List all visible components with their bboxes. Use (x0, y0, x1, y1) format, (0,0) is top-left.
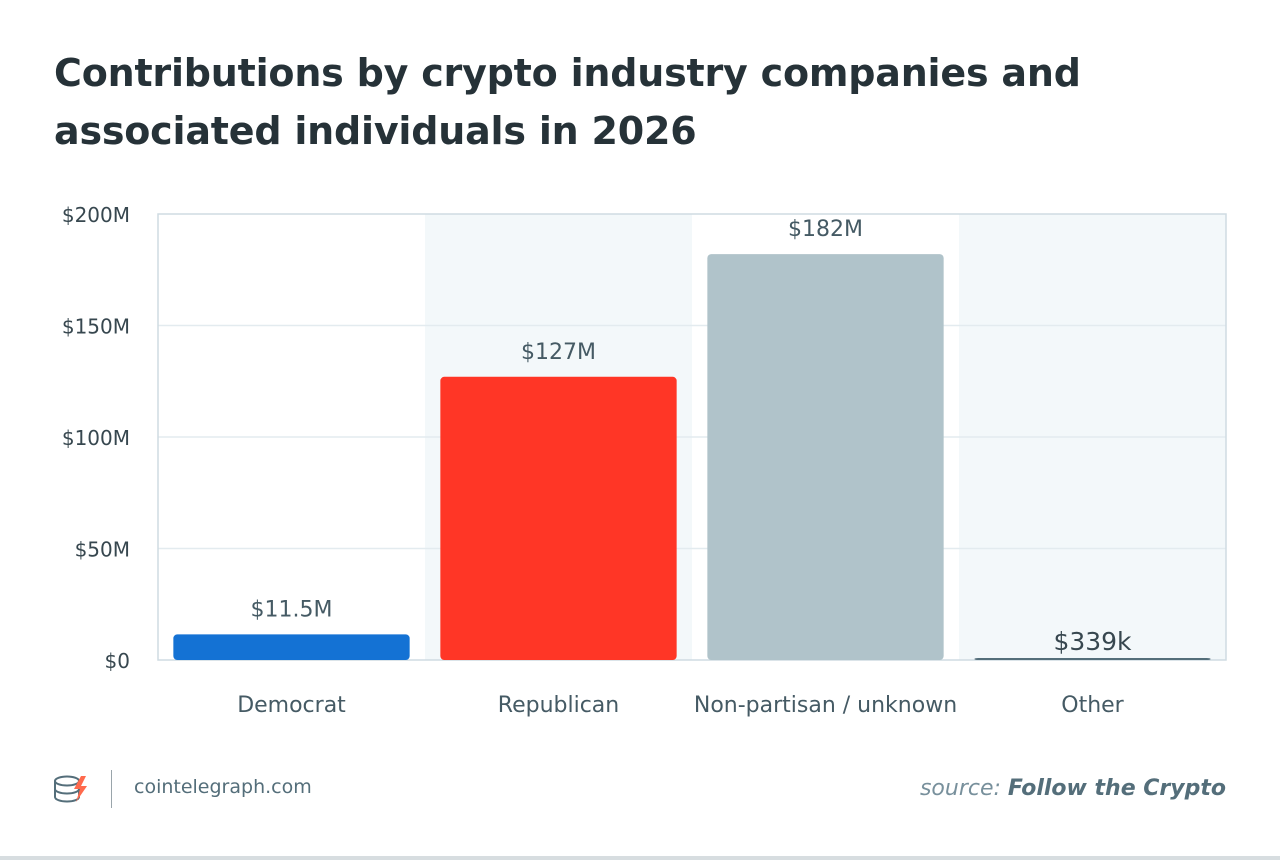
footer-site-name: cointelegraph.com (134, 776, 312, 798)
data-label: $182M (788, 217, 863, 242)
footer-source: source: Follow the Crypto (920, 776, 1226, 801)
bars (173, 254, 1211, 660)
x-tick-label: Non-partisan / unknown (694, 693, 957, 718)
y-tick-label: $200M (62, 203, 130, 227)
bar-democrat (173, 634, 410, 660)
data-labels: $11.5M $127M $182M $339k (251, 217, 1133, 656)
data-label: $127M (521, 340, 596, 365)
y-tick-label: $150M (62, 315, 130, 339)
bar-chart: $11.5M $127M $182M $339k $0 $50M $100M $150M $2… (62, 203, 1227, 718)
bar-other (974, 658, 1211, 660)
plot-frame (157, 213, 1227, 661)
bar-non-partisan-unknown (707, 254, 944, 660)
x-axis-ticks: Democrat Republican Non-partisan / unknown… (237, 693, 1124, 718)
y-tick-label: $50M (75, 538, 130, 562)
chart-title: Contributions by crypto industry compani… (54, 51, 1081, 153)
cointelegraph-logo-icon (54, 775, 87, 803)
source-prefix: source: (919, 776, 1008, 801)
data-label: $339k (1053, 627, 1132, 656)
y-tick-label: $0 (105, 649, 130, 673)
bar-republican (440, 376, 677, 660)
y-axis-ticks: $0 $50M $100M $150M $200M (62, 203, 130, 673)
x-tick-label: Other (1061, 693, 1124, 718)
x-tick-label: Republican (498, 693, 619, 718)
footer-divider (111, 770, 112, 808)
data-label: $11.5M (251, 597, 333, 622)
x-tick-label: Democrat (237, 693, 346, 718)
source-name: Follow the Crypto (1007, 776, 1226, 801)
bottom-rule (0, 856, 1280, 860)
y-tick-label: $100M (62, 426, 130, 450)
gridlines (158, 324, 1226, 550)
